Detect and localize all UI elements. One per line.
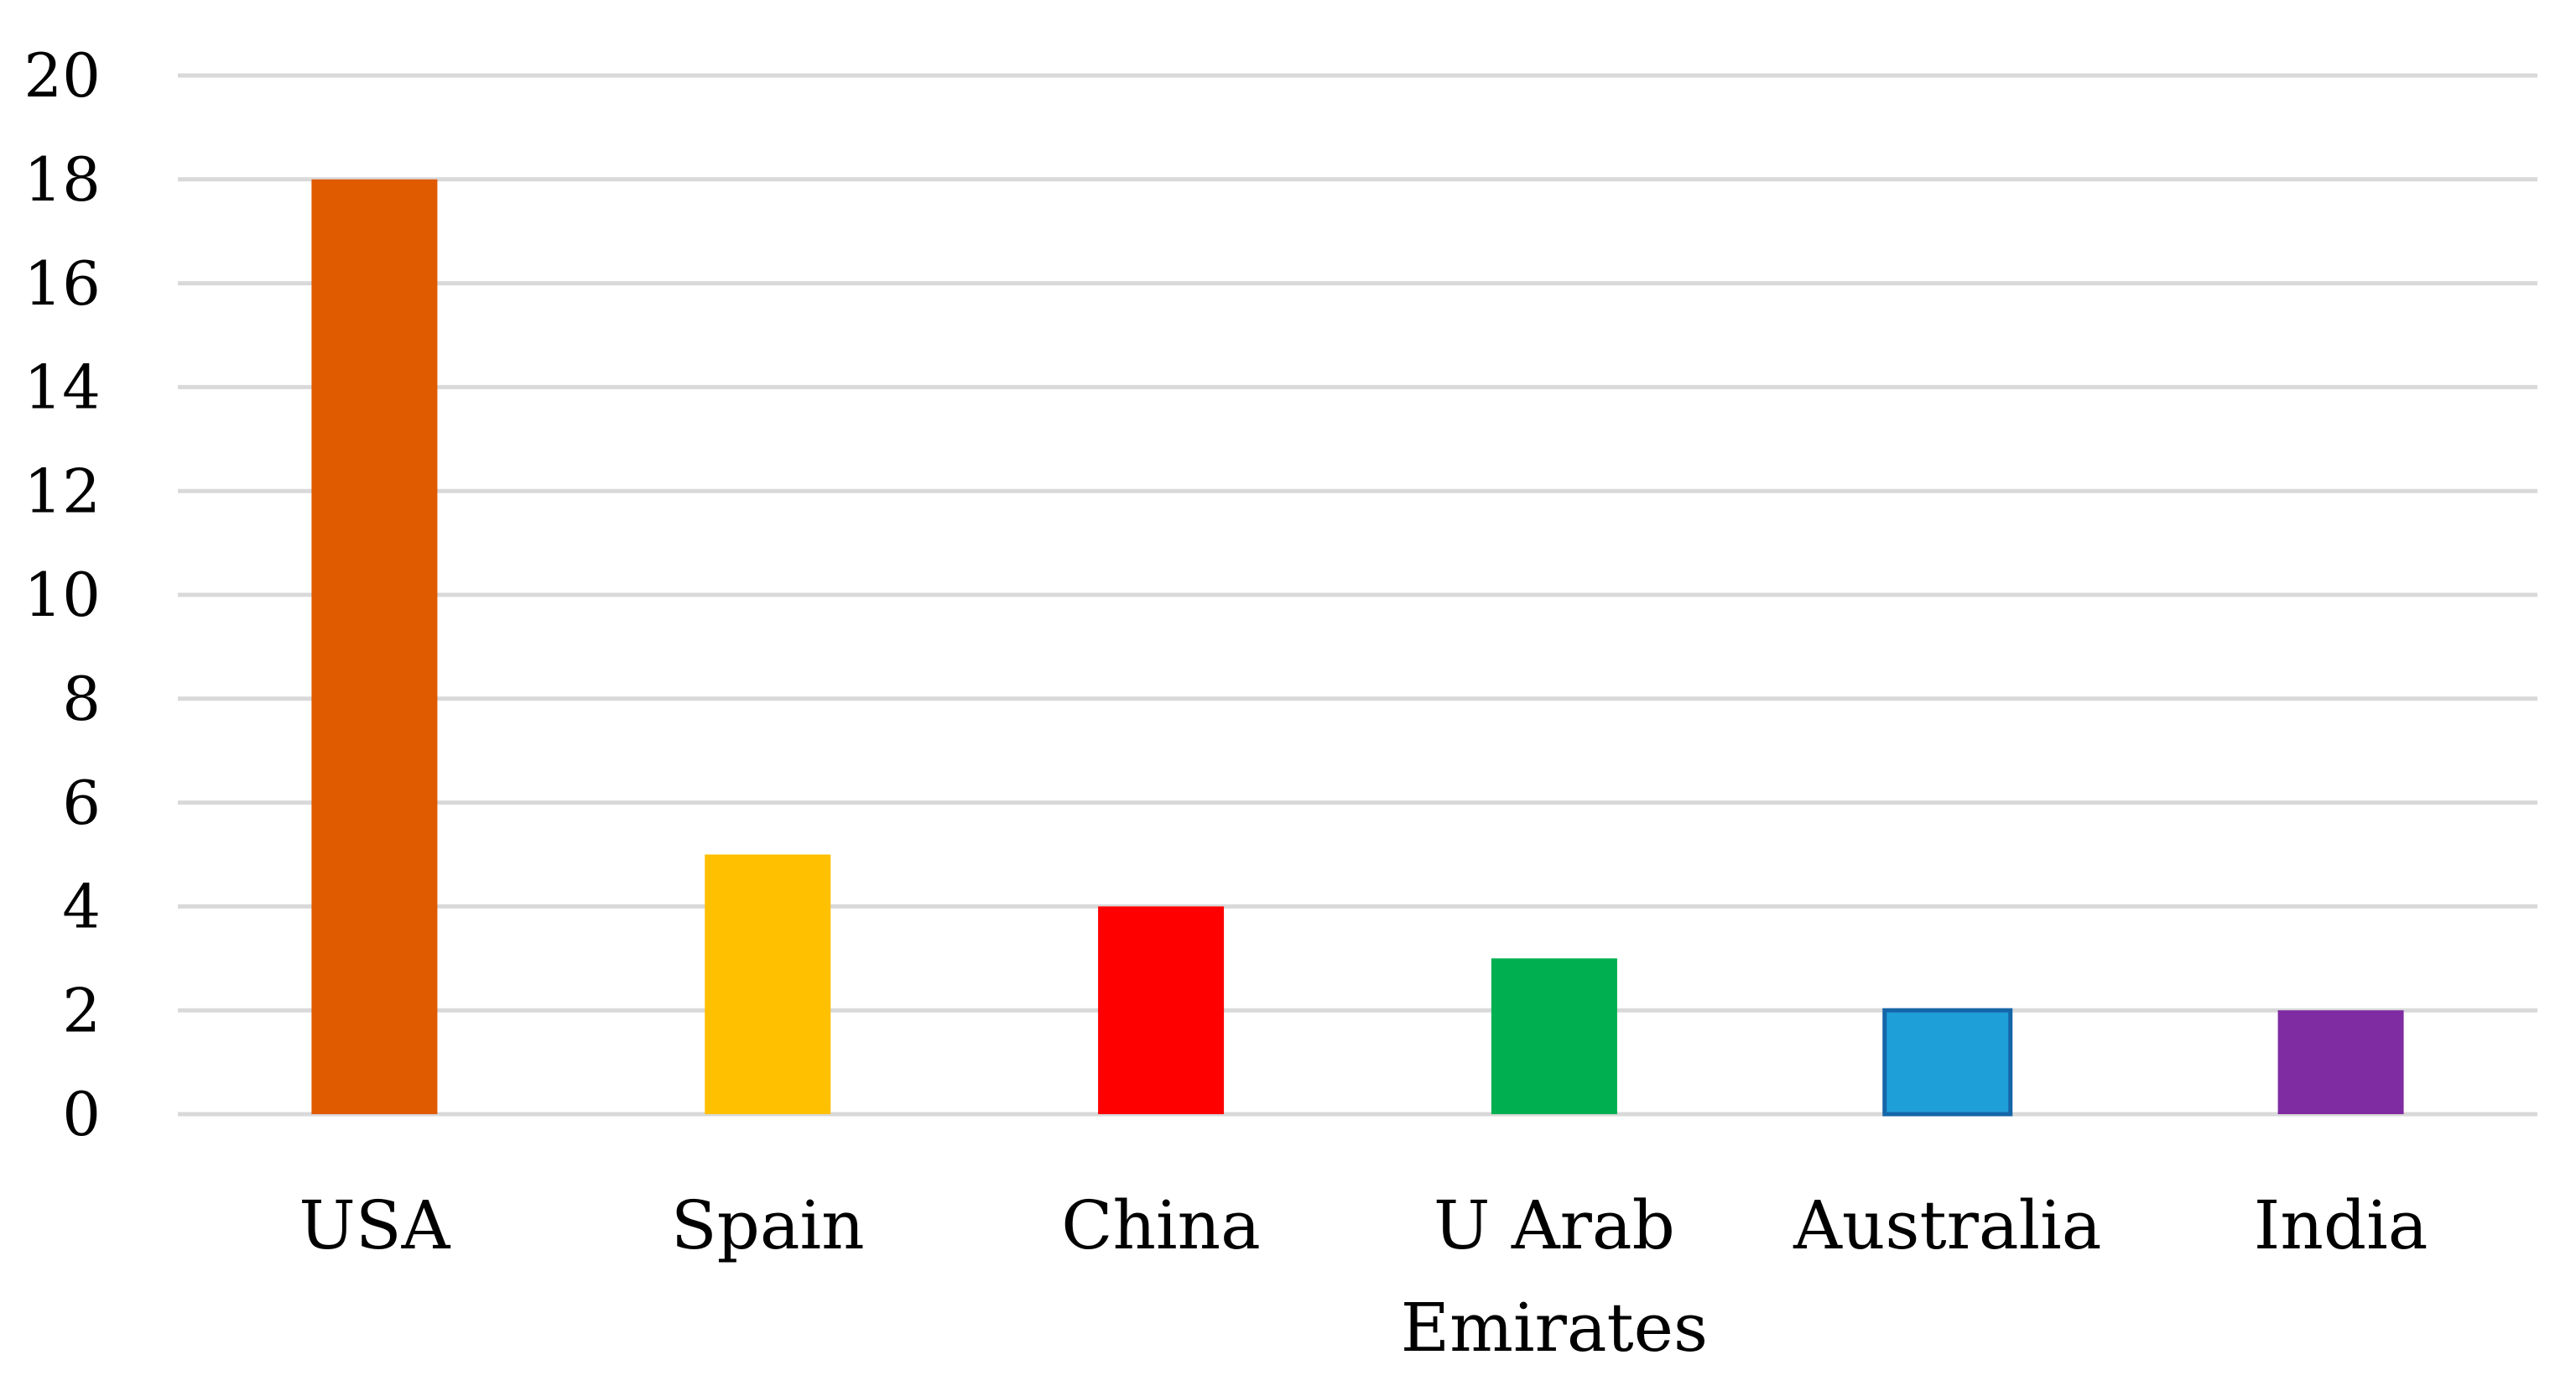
y-tick-label-4: 4 [62, 872, 101, 942]
y-tick-label-16: 16 [23, 248, 101, 319]
x-category-label: Spain [671, 1186, 865, 1264]
y-tick-label-20: 20 [23, 40, 101, 111]
x-category-label: Australia [1793, 1186, 2101, 1264]
x-category-label: USA [299, 1186, 450, 1264]
x-category-label: China [1061, 1186, 1261, 1264]
y-tick-label-18: 18 [23, 144, 101, 215]
bar-u-arab-emirates [1491, 958, 1617, 1114]
x-category-label: India [2254, 1186, 2428, 1264]
gridlines [178, 73, 2537, 1117]
x-category-label-line: China [1061, 1186, 1261, 1264]
x-category-label-line: U Arab [1434, 1186, 1675, 1264]
y-tick-label-0: 0 [62, 1079, 101, 1149]
bars [311, 179, 2404, 1117]
bar-china [1098, 906, 1225, 1114]
x-category-label-line: Spain [671, 1186, 865, 1264]
bar-usa [311, 179, 438, 1114]
x-category-label-line: India [2254, 1186, 2428, 1264]
y-axis-tick-labels: 0 2 4 6 8 10 12 14 16 18 20 [23, 40, 101, 1149]
y-tick-label-10: 10 [23, 560, 101, 630]
x-category-label-line: Emirates [1401, 1289, 1708, 1367]
y-tick-label-6: 6 [62, 768, 101, 838]
y-tick-label-12: 12 [23, 456, 101, 526]
y-tick-label-2: 2 [62, 975, 101, 1045]
bar-spain [705, 854, 831, 1114]
y-tick-label-8: 8 [62, 664, 101, 734]
bar-australia [1882, 1008, 2013, 1117]
y-tick-label-14: 14 [23, 352, 101, 423]
x-axis-category-labels: USA Spain China U Arab Emirates Australia Indi… [299, 1186, 2428, 1367]
x-category-label-line: Australia [1793, 1186, 2101, 1264]
x-category-label-line: USA [299, 1186, 450, 1264]
x-category-label: U Arab Emirates [1401, 1186, 1708, 1367]
bar-india [2277, 1010, 2404, 1114]
